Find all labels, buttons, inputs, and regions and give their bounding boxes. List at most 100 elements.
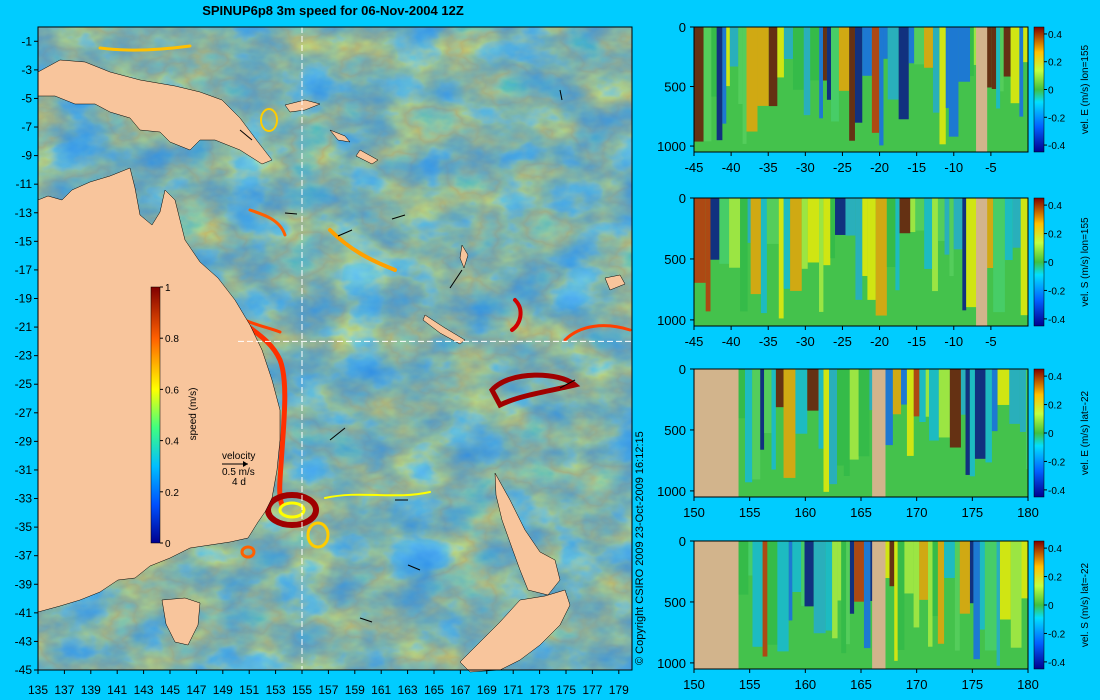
speed-colorbar-tick-label: 0.4 [165, 437, 179, 448]
section-stripe [895, 198, 900, 291]
map-lat-tick-label: -33 [15, 492, 33, 506]
section-stripe [838, 27, 850, 91]
speed-colorbar-ticks: 0 0.2 0.4 0.6 0.8 1 [160, 283, 179, 550]
section-x-tick-label: 150 [683, 677, 705, 692]
speed-colorbar-tick-label: 0.8 [165, 334, 179, 345]
fiji [604, 274, 626, 291]
map-lat-tick-label: -3 [21, 63, 32, 77]
section-stripe [775, 369, 784, 408]
section-x-tick-label: -5 [985, 334, 997, 349]
velocity-key-duration: 4 d [232, 477, 246, 488]
section-stripe [767, 541, 778, 645]
velocity-colorbar-tick-label: -0.4 [1048, 486, 1066, 497]
section-stripe [970, 27, 974, 77]
section-stripe [996, 541, 1000, 666]
section-stripe [993, 198, 1005, 313]
speed-colorbar-tick-label: 1 [165, 283, 171, 294]
section-stripe [831, 27, 839, 122]
map-lon-tick-label: 175 [556, 683, 576, 697]
map-lon-tick-label: 179 [609, 683, 629, 697]
section-x-tick-label: 175 [961, 677, 983, 692]
section-x-tick-label: -40 [722, 160, 741, 175]
section-y-tick-label: 0 [679, 534, 686, 549]
velocity-colorbar-tick-label: 0 [1048, 429, 1054, 440]
section-y-tick-label: 1000 [657, 313, 686, 328]
section-x-tick-label: -45 [685, 334, 704, 349]
jet-23s-176e [563, 324, 632, 342]
section-stripe [882, 369, 893, 446]
section-side-label: vel. S (m/s) lon=155 [1080, 217, 1091, 307]
tasman-front [324, 491, 431, 499]
section-stripe [777, 27, 784, 78]
section-stripe [925, 369, 930, 417]
new-zealand-south [459, 589, 571, 673]
section-stripe [703, 27, 712, 142]
map-lat-tick-label: -39 [15, 577, 33, 591]
section-stripe [954, 541, 960, 651]
map-lat-tick-label: -19 [15, 291, 33, 305]
section-stripe [766, 198, 779, 244]
section-stripe [985, 198, 994, 269]
section-stripe [882, 541, 890, 579]
vertical-sections: -45 -40 -35 -30 -25 -20 -15 -10 -5 0 500 1000 0.4 0.2… [657, 20, 1091, 692]
section-stripe [984, 541, 997, 651]
section-stripe [788, 541, 793, 621]
section-stripe [760, 369, 765, 450]
drifter-arrow [559, 89, 563, 101]
map-lon-tick-label: 165 [424, 683, 444, 697]
section-panel: -45 -40 -35 -30 -25 -20 -15 -10 -5 0 500 1000 0.4 0.2… [657, 191, 1091, 349]
section-stripe [738, 27, 743, 105]
copyright-stamp: © Copyright CSIRO 2009 23-Oct-2009 16:12… [634, 431, 646, 665]
drifter-arrow [559, 379, 576, 389]
current-features [98, 44, 632, 559]
section-x-tick-label: 160 [794, 505, 816, 520]
speed-colorbar-ramp [150, 286, 161, 544]
map-lat-tick-label: -7 [21, 120, 32, 134]
section-land [872, 541, 886, 669]
section-stripe [835, 198, 846, 235]
map-lat-tick-label: -9 [21, 149, 32, 163]
section-stripe [898, 27, 909, 120]
speed-map: 135 137 139 141 143 145 147 149 151 153 155 157 159 1… [15, 26, 633, 697]
section-stripe [771, 369, 776, 470]
section-stripe [908, 27, 915, 64]
section-x-tick-label: 180 [1017, 505, 1039, 520]
section-stripe [823, 198, 831, 266]
section-stripe [894, 541, 898, 661]
section-frame [693, 26, 1029, 153]
map-lat-tick-label: -31 [15, 463, 33, 477]
section-x-tick-label: -10 [944, 334, 963, 349]
velocity-colorbar-ramp [1033, 540, 1045, 670]
eddy-26s-171e [488, 372, 581, 409]
section-stripe [1019, 369, 1026, 432]
section-x-tick-label: -20 [870, 160, 889, 175]
section-crosshair [238, 27, 632, 670]
section-x-tick-label: 150 [683, 505, 705, 520]
velocity-colorbar-tick-label: 0.2 [1048, 573, 1062, 584]
velocity-colorbar-tick-label: -0.2 [1048, 629, 1066, 640]
drifter-arrow [337, 229, 353, 237]
section-stripe [801, 541, 805, 606]
section-stripe [879, 27, 884, 146]
velocity-key-speed: 0.5 m/s [222, 467, 255, 478]
section-x-tick-label: -10 [944, 160, 963, 175]
section-stripe [897, 541, 905, 650]
velocity-colorbar-tick-label: 0.4 [1048, 201, 1062, 212]
section-stripe [694, 27, 704, 142]
section-stripe [944, 541, 955, 578]
section-stripe [845, 198, 856, 236]
section-stripe [919, 541, 929, 600]
section-stripe [711, 27, 717, 97]
map-lat-tick-label: -27 [15, 406, 33, 420]
section-stripe [924, 27, 933, 68]
map-lon-tick-label: 135 [28, 683, 48, 697]
map-lat-tick-label: -25 [15, 377, 33, 391]
speed-colorbar-tick-label: 0.6 [165, 385, 179, 396]
section-y-tick-label: 0 [679, 362, 686, 377]
velocity-key-title: velocity [222, 451, 255, 462]
section-stripe [949, 198, 954, 277]
section-stripe [807, 198, 820, 263]
speed-colorbar-label: speed (m/s) [188, 388, 199, 441]
section-stripe [867, 198, 876, 300]
section-stripe [1021, 541, 1028, 599]
